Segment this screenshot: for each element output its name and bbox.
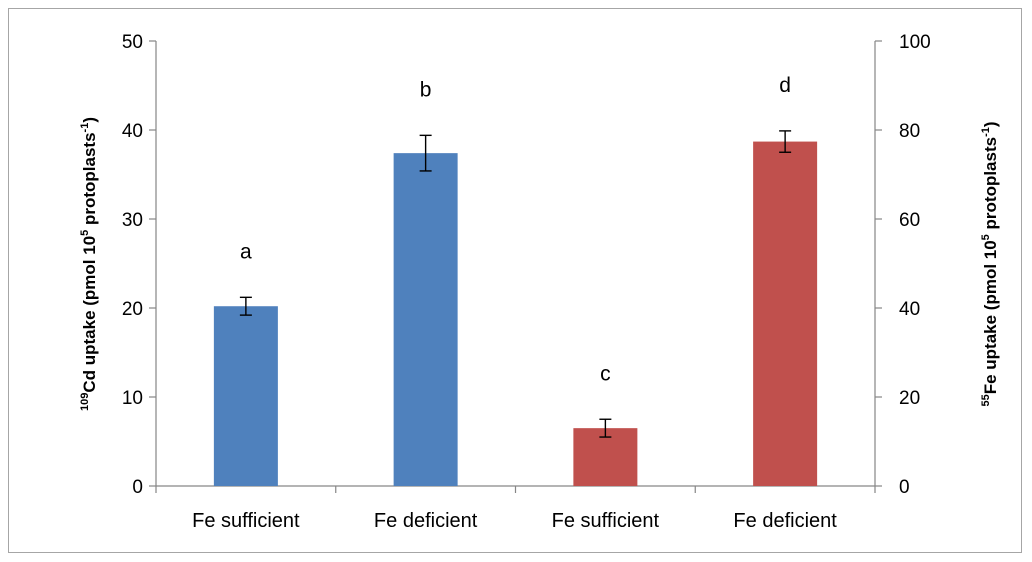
bar (573, 428, 638, 486)
right-axis-title-text2: protoplasts (981, 137, 1000, 234)
x-axis-category-label: Fe sufficient (552, 510, 660, 532)
significance-label: b (420, 78, 432, 101)
x-axis-category-label: Fe deficient (733, 510, 837, 532)
left-axis-title-end: ) (80, 117, 99, 123)
right-axis-title-end: ) (981, 121, 1000, 127)
left-axis-ticks: 0 10 20 30 40 50 (122, 32, 156, 498)
significance-label: c (600, 362, 611, 385)
left-axis-tick-label: 40 (122, 121, 143, 142)
chart-area (8, 8, 1022, 553)
left-axis-tick-label: 0 (132, 477, 143, 498)
right-axis-title-sup3: -1 (980, 127, 992, 137)
right-axis-title-text: Fe uptake (pmol 10 (981, 240, 1000, 394)
left-axis-title: 109Cd uptake (pmol 105 protoplasts-1) (79, 117, 99, 411)
right-axis-tick-label: 40 (899, 299, 920, 320)
left-axis-title-text2: protoplasts (80, 132, 99, 229)
significance-label: a (240, 240, 252, 263)
right-axis-title: 55Fe uptake (pmol 105 protoplasts-1) (980, 121, 1000, 406)
significance-labels: a b c d (240, 74, 791, 385)
left-axis-tick-label: 50 (122, 32, 143, 53)
significance-label: d (779, 74, 791, 97)
right-axis-tick-label: 20 (899, 388, 920, 409)
right-axis-tick-label: 80 (899, 121, 920, 142)
right-axis-title-sup2: 5 (980, 234, 992, 240)
right-axis-tick-label: 100 (899, 32, 931, 53)
left-axis-tick-label: 20 (122, 299, 143, 320)
bars (213, 130, 818, 486)
right-axis-title-sup: 55 (980, 394, 992, 406)
left-axis-tick-label: 10 (122, 388, 143, 409)
right-axis-tick-label: 0 (899, 477, 910, 498)
x-axis-category-label: Fe deficient (374, 510, 478, 532)
bar (213, 306, 278, 486)
right-axis-ticks: 0 20 40 60 80 100 (875, 32, 931, 498)
bar (393, 153, 458, 486)
left-axis-title-sup: 109 (79, 393, 91, 411)
left-axis-title-sup3: -1 (79, 123, 91, 133)
x-axis-ticks: Fe sufficient Fe deficient Fe sufficient Fe… (155, 486, 876, 532)
right-axis-tick-label: 60 (899, 210, 920, 231)
left-axis-title-sup2: 5 (79, 230, 91, 236)
left-axis-title-text: Cd uptake (pmol 10 (80, 236, 99, 393)
left-axis-tick-label: 30 (122, 210, 143, 231)
bar (753, 141, 818, 486)
x-axis-category-label: Fe sufficient (192, 510, 300, 532)
